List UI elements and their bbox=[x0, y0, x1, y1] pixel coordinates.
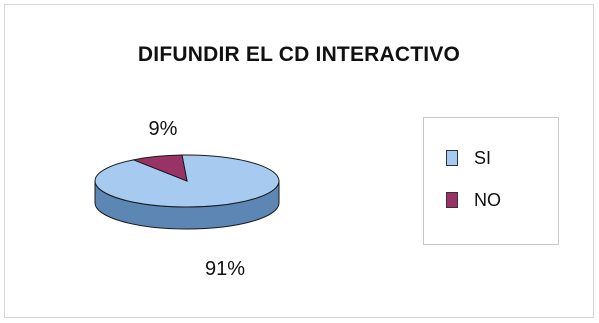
legend-swatch-no bbox=[446, 192, 458, 208]
data-label-si: 91% bbox=[205, 258, 245, 280]
legend-item-si: SI bbox=[446, 148, 491, 168]
legend: SI NO bbox=[423, 117, 559, 245]
legend-swatch-si bbox=[446, 150, 458, 166]
chart-frame: DIFUNDIR EL CD INTERACTIVO 91% 9% SI NO bbox=[4, 4, 594, 318]
legend-item-no: NO bbox=[446, 190, 501, 210]
legend-label-no: NO bbox=[474, 189, 501, 210]
pie-chart: 91% 9% bbox=[94, 118, 280, 280]
data-label-no: 9% bbox=[149, 118, 178, 140]
chart-title: DIFUNDIR EL CD INTERACTIVO bbox=[137, 43, 461, 66]
legend-label-si: SI bbox=[474, 147, 492, 168]
pie-slice-no bbox=[131, 154, 188, 182]
